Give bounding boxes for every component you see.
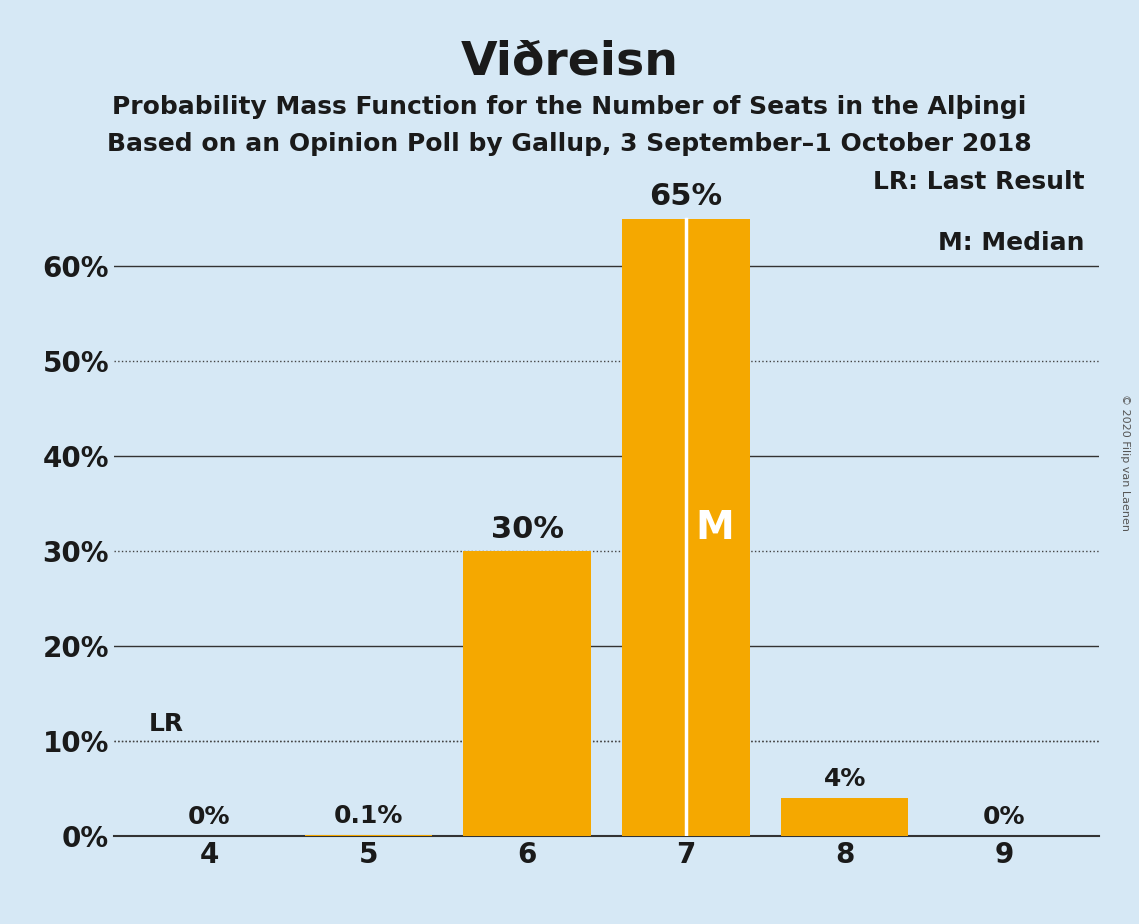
Text: 0%: 0%: [188, 805, 230, 829]
Text: Viðreisn: Viðreisn: [460, 40, 679, 85]
Text: Probability Mass Function for the Number of Seats in the Alþingi: Probability Mass Function for the Number…: [113, 95, 1026, 119]
Text: M: Median: M: Median: [937, 231, 1084, 255]
Text: 65%: 65%: [649, 182, 722, 212]
Text: © 2020 Filip van Laenen: © 2020 Filip van Laenen: [1121, 394, 1130, 530]
Text: 4%: 4%: [823, 767, 866, 791]
Text: M: M: [696, 508, 735, 547]
Text: Based on an Opinion Poll by Gallup, 3 September–1 October 2018: Based on an Opinion Poll by Gallup, 3 Se…: [107, 132, 1032, 156]
Text: 0.1%: 0.1%: [334, 804, 403, 828]
Text: LR: LR: [149, 711, 185, 736]
Bar: [781, 798, 909, 836]
Bar: [304, 835, 432, 836]
Text: 0%: 0%: [983, 805, 1025, 829]
Text: 30%: 30%: [491, 515, 564, 543]
Text: LR: Last Result: LR: Last Result: [872, 170, 1084, 193]
Bar: [622, 219, 749, 836]
Bar: [464, 552, 591, 836]
